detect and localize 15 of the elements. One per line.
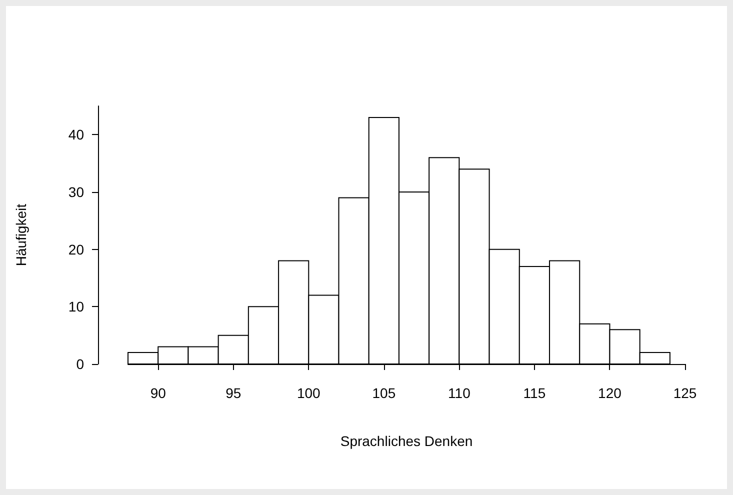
y-tick-label: 20: [68, 241, 84, 258]
y-axis-title: Häufigkeit: [13, 204, 29, 266]
x-tick-label: 115: [523, 385, 546, 401]
x-tick-label: 100: [296, 385, 321, 401]
x-tick-label: 95: [226, 385, 242, 401]
y-tick-label: 0: [76, 356, 84, 372]
y-tick-label: 30: [68, 184, 84, 200]
x-tick-label: 120: [598, 385, 622, 401]
x-tick-label: 90: [150, 385, 166, 401]
y-tick-label: 10: [68, 298, 84, 315]
x-tick-label: 105: [372, 385, 396, 401]
y-tick-label: 40: [68, 126, 84, 143]
x-axis-title: Sprachliches Denken: [340, 433, 473, 449]
x-tick-label: 125: [673, 385, 697, 401]
x-tick-label: 110: [448, 385, 471, 401]
